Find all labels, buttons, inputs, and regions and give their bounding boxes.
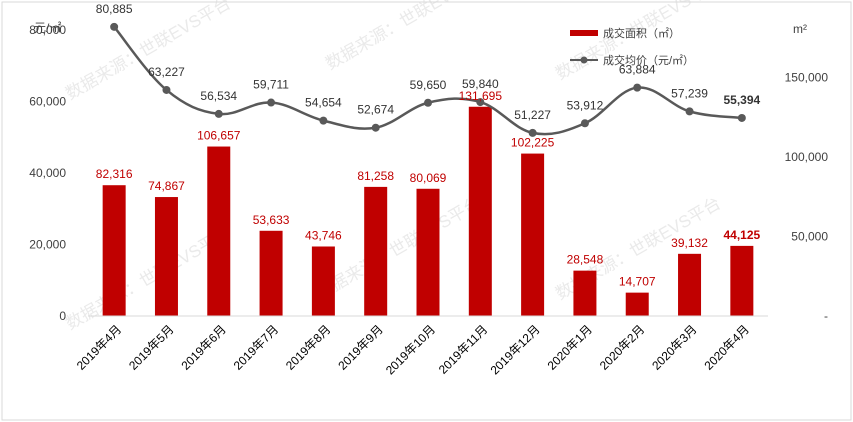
price-point-8 xyxy=(476,98,485,107)
price-line xyxy=(110,22,746,137)
right-tick-label: 100,000 xyxy=(785,150,829,164)
price-point-10 xyxy=(580,119,589,128)
bar-value-label: 81,258 xyxy=(357,169,394,183)
right-tick-label: 50,000 xyxy=(791,230,828,244)
price-point-5 xyxy=(319,116,328,125)
line-value-label: 55,394 xyxy=(723,93,760,107)
line-value-label: 52,674 xyxy=(357,103,394,117)
line-value-label: 59,711 xyxy=(253,78,289,92)
bar-value-label: 74,867 xyxy=(148,179,185,193)
left-axis-unit: 元/㎡ xyxy=(34,21,61,35)
price-point-12 xyxy=(685,107,694,116)
legend-line-marker xyxy=(580,56,588,64)
line-value-label: 63,227 xyxy=(148,65,185,79)
bar-4 xyxy=(259,230,283,316)
right-axis-unit: m² xyxy=(793,22,807,36)
bar-3 xyxy=(207,146,231,316)
bar-value-label: 28,548 xyxy=(567,253,604,267)
legend-bar-swatch xyxy=(570,30,598,36)
bar-5 xyxy=(311,246,335,316)
bar-data-labels: 82,316 74,867 106,657 53,633 43,746 81,258 80,… xyxy=(96,89,761,289)
line-value-label: 80,885 xyxy=(96,2,133,16)
left-tick-label: 60,000 xyxy=(29,95,66,109)
bar-value-label: 106,657 xyxy=(197,129,241,143)
legend-line-label: 成交均价（元/㎡） xyxy=(603,53,694,67)
line-value-label: 59,840 xyxy=(462,77,499,91)
bar-12 xyxy=(678,253,702,316)
price-point-1 xyxy=(110,22,119,31)
legend-bar-label: 成交面积（㎡） xyxy=(603,26,680,40)
line-value-label: 56,534 xyxy=(200,89,237,103)
bar-1 xyxy=(102,185,126,316)
price-point-3 xyxy=(214,109,223,118)
bar-13 xyxy=(730,245,754,316)
line-value-label: 57,239 xyxy=(671,86,708,100)
line-value-label: 51,227 xyxy=(514,108,551,122)
price-point-4 xyxy=(267,98,276,107)
price-point-13 xyxy=(737,113,746,122)
bar-9 xyxy=(521,153,545,316)
right-tick-label: - xyxy=(824,309,828,323)
left-axis-ticks: 0 20,000 40,000 60,000 80,000 xyxy=(29,23,66,323)
line-data-labels: 80,885 63,227 56,534 59,711 54,654 52,674 59,6… xyxy=(96,2,761,122)
bar-value-label: 43,746 xyxy=(305,228,342,242)
left-tick-label: 0 xyxy=(59,309,66,323)
right-axis-ticks: - 50,000 100,000 150,000 xyxy=(785,71,829,323)
bar-value-label: 80,069 xyxy=(410,171,447,185)
left-tick-label: 40,000 xyxy=(29,166,66,180)
bar-10 xyxy=(573,270,597,316)
line-value-label: 59,650 xyxy=(410,78,447,92)
legend: 成交面积（㎡） 成交均价（元/㎡） xyxy=(570,26,694,67)
left-tick-label: 20,000 xyxy=(29,238,66,252)
bar-11 xyxy=(625,292,649,316)
bar-value-label: 82,316 xyxy=(96,167,133,181)
price-point-6 xyxy=(371,123,380,132)
line-value-label: 54,654 xyxy=(305,96,342,110)
price-point-9 xyxy=(528,128,537,137)
line-value-label: 53,912 xyxy=(567,98,604,112)
price-point-7 xyxy=(424,98,432,107)
bar-2 xyxy=(154,197,178,316)
area-bars xyxy=(102,106,754,316)
bar-value-label: 53,633 xyxy=(253,213,290,227)
line-value-label: 63,884 xyxy=(619,63,656,77)
bar-value-label: 14,707 xyxy=(619,275,656,289)
bar-value-label: 39,132 xyxy=(671,236,708,250)
right-tick-label: 150,000 xyxy=(785,71,829,85)
bar-value-label: 131,695 xyxy=(459,89,503,103)
price-point-11 xyxy=(633,83,642,92)
price-point-2 xyxy=(162,85,171,94)
left-tick-label: 80,000 xyxy=(29,23,66,37)
bar-value-label: 102,225 xyxy=(511,136,555,150)
bar-value-label: 44,125 xyxy=(723,228,760,242)
bar-6 xyxy=(364,186,388,316)
bar-7 xyxy=(416,188,440,316)
bar-8 xyxy=(468,106,492,316)
